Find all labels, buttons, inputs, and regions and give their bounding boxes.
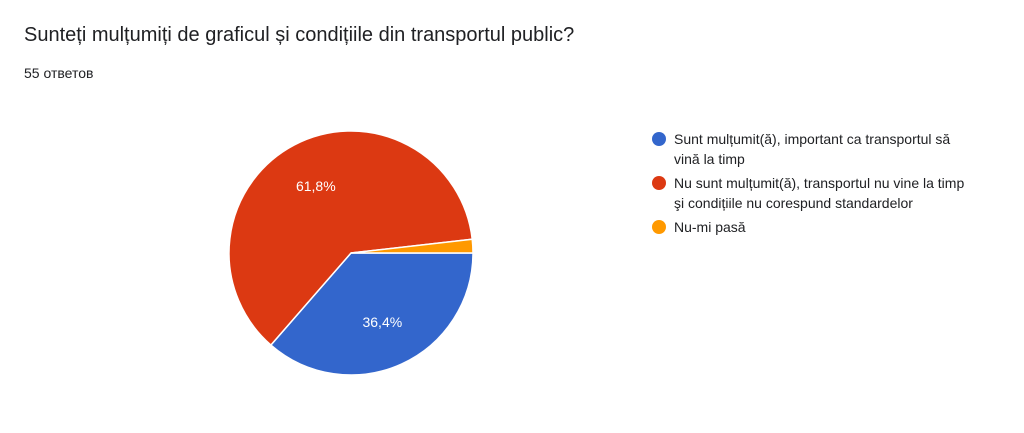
legend-item-satisfied[interactable]: Sunt mulțumit(ă), important ca transport… — [652, 129, 992, 169]
response-count: 55 ответов — [24, 65, 94, 81]
legend-item-not-satisfied[interactable]: Nu sunt mulțumit(ă), transportul nu vine… — [652, 173, 992, 213]
legend-dot-dont-care — [652, 220, 666, 234]
legend-label-satisfied: Sunt mulțumit(ă), important ca transport… — [674, 131, 951, 167]
pie-slice-not-satisfied[interactable] — [228, 130, 474, 347]
legend-label-not-satisfied: Nu sunt mulțumit(ă), transportul nu vine… — [674, 175, 965, 211]
pie-slice-dont-care[interactable] — [350, 238, 474, 254]
pie-label-satisfied: 36,4% — [362, 314, 402, 330]
question-title: Sunteți mulțumiți de graficul și condiți… — [24, 24, 575, 46]
pie-slice-satisfied[interactable] — [269, 252, 474, 376]
legend-dot-satisfied — [652, 132, 666, 146]
chart-legend: Sunt mulțumit(ă), important ca transport… — [652, 129, 992, 241]
legend-label-dont-care: Nu-mi pasă — [674, 219, 746, 235]
legend-item-dont-care[interactable]: Nu-mi pasă — [652, 217, 992, 237]
legend-dot-not-satisfied — [652, 176, 666, 190]
pie-label-not-satisfied: 61,8% — [296, 178, 336, 194]
